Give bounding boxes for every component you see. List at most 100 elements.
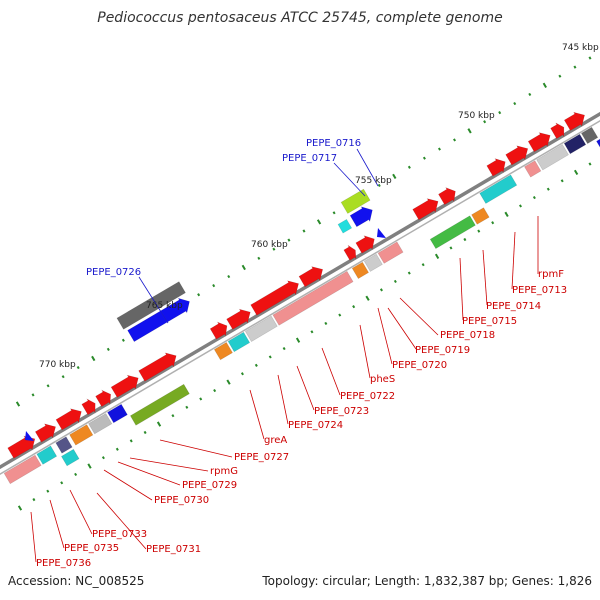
scale-tick [332,211,336,215]
scale-tick [46,384,50,388]
trna-label: PEPE_0717 [282,153,337,164]
scale-tick [61,375,65,379]
gene-label: PEPE_0714 [486,301,541,312]
scale-tick [558,74,562,78]
scale-tick [422,156,426,160]
leader-line [333,162,366,197]
gene-block [563,133,587,155]
gene-block [438,187,456,206]
leader-line [117,461,181,486]
gene-label: PEPE_0719 [415,345,470,356]
feature-blocks [3,111,600,485]
scale-tick [31,393,35,397]
scale-tick [91,355,96,362]
backbone [0,111,600,475]
scale-tick [227,274,231,279]
gene-label: PEPE_0720 [392,360,447,371]
gene-label: PEPE_0733 [92,529,147,540]
scale-tick [15,401,21,407]
scale-label: 755 kbp [355,176,392,186]
leader-line [359,324,371,379]
gene-block [524,160,542,178]
gene-block [550,122,565,140]
gene-label: PEPE_0715 [462,316,517,327]
trna-label: PEPE_0716 [306,138,361,149]
gene-label: greA [264,435,287,446]
gene-block [81,398,96,416]
scale-tick [185,405,189,409]
gene-block [250,280,299,316]
scale-label: 750 kbp [458,111,495,121]
gene-label: PEPE_0718 [440,330,495,341]
gene-label: PEPE_0722 [340,391,395,402]
scale-tick [17,505,23,511]
backbone-line-inner [0,120,600,475]
scale-tick [379,288,383,292]
gene-block [363,253,383,272]
gene-block [486,158,506,177]
scale-tick [588,56,592,60]
scale-tick [421,263,425,267]
scale-tick [467,128,472,134]
leader-line [387,307,417,350]
scale-tick [560,179,564,183]
scale-label: 745 kbp [562,43,599,53]
gene-block [116,281,186,330]
leader-line [377,307,393,365]
gene-block [505,145,529,166]
leader-line [482,249,488,306]
scale-tick [156,421,162,427]
gene-block [7,435,36,459]
scale-tick [324,321,328,325]
scale-tick [257,256,261,260]
leader-line [69,489,93,535]
gene-block [349,206,373,228]
gene-block [3,454,42,485]
gene-block [355,235,375,254]
scale-label: 760 kbp [251,240,288,250]
scale-tick [434,253,440,259]
gene-block [563,111,585,131]
map-title: Pediococcus pentosaceus ATCC 25745, comp… [97,10,503,26]
gene-block [110,374,139,398]
scale-tick [449,246,453,250]
scale-tick [393,279,397,284]
gene-block [536,144,569,171]
scale-tick [76,365,80,370]
scale-tick [377,183,381,188]
scale-tick [115,447,119,451]
scale-tick [171,414,175,418]
scale-tick [542,82,547,88]
label-leaders [30,148,539,563]
gene-label: PEPE_0736 [36,558,91,569]
gene-label: pheS [370,374,395,385]
leader-line [96,492,147,550]
scale-tick [437,147,441,151]
feature-labels: rpmF PEPE_0713 PEPE_0714 PEPE_0715 PEPE_0718… [36,138,567,569]
scale-tick [295,337,301,343]
gene-label: PEPE_0729 [182,480,237,491]
leader-line [138,276,169,324]
gene-block [580,126,599,145]
scale-tick [226,379,231,385]
scale-tick [302,229,306,233]
leader-line [129,457,209,472]
scale-tick [407,165,411,169]
scale-tick [352,305,356,309]
leader-line [511,231,516,290]
gene-label: rpmF [538,269,564,280]
scale-tick [316,219,322,225]
scale-tick [212,284,216,288]
gene-block [596,138,600,148]
gene-block [471,207,490,225]
scale-tick [477,229,481,233]
scale-tick [588,162,592,166]
gene-block [272,270,354,326]
gene-block [88,413,113,435]
scale-labels: 745 kbp 750 kbp 755 kbp 760 kbp 765 kbp 770 k… [39,43,599,370]
scale-tick [407,271,411,275]
gene-block [213,341,233,361]
backbone-line-outer [0,111,600,470]
leader-line [30,511,37,563]
